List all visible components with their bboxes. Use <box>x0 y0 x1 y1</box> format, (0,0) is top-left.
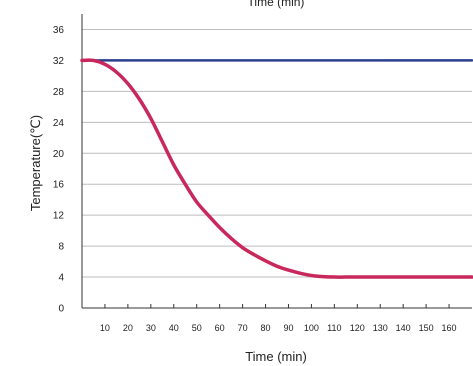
y-tick-label: 8 <box>58 242 64 253</box>
data-series <box>80 58 473 279</box>
x-tick-label: 50 <box>192 323 202 333</box>
x-tick-label: 150 <box>419 323 434 333</box>
x-tick-label: 60 <box>215 323 225 333</box>
y-tick-label: 16 <box>53 180 65 191</box>
x-tick-label: 130 <box>373 323 388 333</box>
series-line-cooling <box>80 58 473 279</box>
x-tick-label: 140 <box>396 323 411 333</box>
x-tick-label: 120 <box>350 323 365 333</box>
y-tick-label: 20 <box>53 149 65 160</box>
y-tick-label: 28 <box>53 87 65 98</box>
x-tick-label: 100 <box>304 323 319 333</box>
x-tick-label: 40 <box>169 323 179 333</box>
x-tick-label: 90 <box>283 323 293 333</box>
x-tick-labels: 10 20 30 40 50 60 70 80 90 100 110 120 130 140 150 160 <box>100 304 457 333</box>
y-tick-label: 4 <box>58 273 64 284</box>
x-tick-label: 70 <box>238 323 248 333</box>
grid-lines <box>82 28 472 278</box>
x-tick-label: 160 <box>442 323 457 333</box>
chart-top-title: Time (min) <box>248 0 305 9</box>
x-tick-label: 110 <box>327 323 341 333</box>
x-tick-label: 10 <box>100 323 110 333</box>
y-tick-label: 0 <box>58 304 64 315</box>
x-tick-label: 20 <box>123 323 133 333</box>
y-tick-label: 24 <box>53 118 65 129</box>
y-tick-label: 12 <box>53 211 65 222</box>
y-axis-label: Temperature(℃) <box>28 115 43 211</box>
x-tick-label: 80 <box>261 323 271 333</box>
axes <box>81 14 472 309</box>
x-axis-label: Time (min) <box>245 349 307 364</box>
y-tick-label: 36 <box>53 25 65 36</box>
x-tick-label: 30 <box>146 323 156 333</box>
y-tick-label: 32 <box>53 56 65 67</box>
y-tick-labels: 0 4 8 12 16 20 24 28 32 36 <box>53 25 65 315</box>
